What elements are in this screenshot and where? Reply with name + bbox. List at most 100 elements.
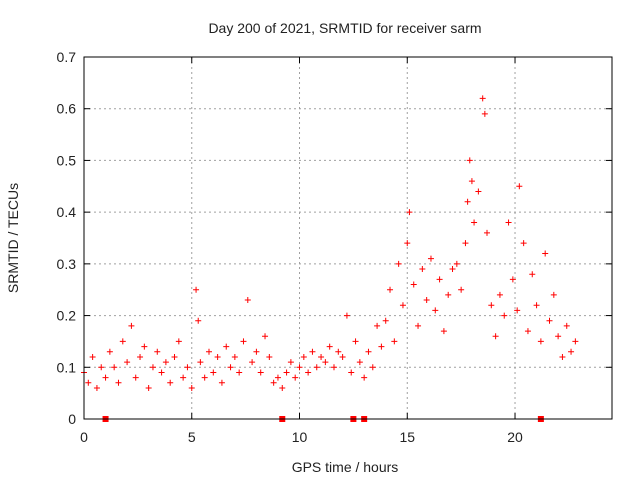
data-point <box>458 286 465 293</box>
data-point <box>369 364 376 371</box>
data-point <box>300 353 307 360</box>
data-point <box>257 369 264 376</box>
y-tick-label: 0.2 <box>57 308 77 324</box>
data-point <box>137 353 144 360</box>
data-point <box>568 348 575 355</box>
data-point <box>550 291 557 298</box>
data-point <box>335 348 342 355</box>
data-point <box>365 348 372 355</box>
data-point <box>106 348 113 355</box>
data-points <box>81 95 579 391</box>
data-point <box>85 379 92 386</box>
data-point <box>471 219 478 226</box>
x-tick-label: 5 <box>188 429 196 445</box>
data-point <box>119 338 126 345</box>
data-point <box>537 338 544 345</box>
data-point <box>326 343 333 350</box>
data-point <box>270 379 277 386</box>
data-point <box>524 328 531 335</box>
y-tick-label: 0.7 <box>57 49 77 65</box>
plot-frame <box>83 56 613 420</box>
data-point <box>415 322 422 329</box>
data-point <box>330 364 337 371</box>
data-point <box>378 343 385 350</box>
x-tick-label: 15 <box>399 429 415 445</box>
data-point <box>453 260 460 267</box>
data-point <box>382 317 389 324</box>
data-point <box>149 364 156 371</box>
data-point <box>218 379 225 386</box>
data-point <box>274 374 281 381</box>
data-point <box>546 317 553 324</box>
data-point <box>572 338 579 345</box>
data-point <box>253 348 260 355</box>
data-point <box>322 359 329 366</box>
x-tick-label: 10 <box>292 429 308 445</box>
y-tick-label: 0.5 <box>57 152 77 168</box>
data-point <box>406 209 413 216</box>
y-tick-label: 0.4 <box>57 204 77 220</box>
data-point <box>279 384 286 391</box>
data-point <box>361 374 368 381</box>
data-point <box>395 260 402 267</box>
data-point <box>124 359 131 366</box>
data-point <box>309 348 316 355</box>
data-point <box>387 286 394 293</box>
data-point <box>193 286 200 293</box>
data-point <box>462 240 469 247</box>
data-point <box>313 364 320 371</box>
data-point <box>481 110 488 117</box>
data-point <box>440 328 447 335</box>
data-point <box>175 338 182 345</box>
data-point <box>287 359 294 366</box>
axes: 0 0.1 0.2 0.3 0.4 0.5 0.6 0.7 0 5 10 15 20 <box>57 49 612 445</box>
data-point <box>343 312 350 319</box>
data-point <box>98 364 105 371</box>
data-point <box>244 297 251 304</box>
data-point <box>132 374 139 381</box>
data-point <box>339 353 346 360</box>
data-point <box>184 364 191 371</box>
x-axis-title: GPS time / hours <box>292 459 399 475</box>
y-tick-label: 0 <box>68 411 76 427</box>
data-point <box>158 369 165 376</box>
data-point <box>445 291 452 298</box>
data-point <box>432 307 439 314</box>
data-point <box>195 317 202 324</box>
data-point <box>374 322 381 329</box>
data-point <box>171 353 178 360</box>
data-point <box>111 364 118 371</box>
data-point <box>391 338 398 345</box>
data-point <box>475 188 482 195</box>
data-point <box>468 178 475 185</box>
data-point <box>249 359 256 366</box>
data-point <box>318 353 325 360</box>
data-point <box>436 276 443 283</box>
data-point <box>419 266 426 273</box>
data-point <box>404 240 411 247</box>
data-point <box>141 343 148 350</box>
x-tick-label: 0 <box>80 429 88 445</box>
data-point <box>223 343 230 350</box>
data-point <box>492 333 499 340</box>
data-point <box>292 374 299 381</box>
data-point <box>533 302 540 309</box>
x-tick-label: 20 <box>507 429 523 445</box>
data-point <box>201 374 208 381</box>
data-point <box>102 374 109 381</box>
data-point <box>509 276 516 283</box>
data-point <box>205 348 212 355</box>
data-point <box>128 322 135 329</box>
data-point <box>501 312 508 319</box>
data-point <box>305 369 312 376</box>
data-point <box>93 384 100 391</box>
data-point <box>466 157 473 164</box>
data-point <box>266 353 273 360</box>
data-point <box>514 307 521 314</box>
data-point <box>214 353 221 360</box>
data-point <box>162 359 169 366</box>
data-point <box>145 384 152 391</box>
data-point <box>427 255 434 262</box>
y-tick-label: 0.6 <box>57 101 77 117</box>
data-point <box>563 322 570 329</box>
